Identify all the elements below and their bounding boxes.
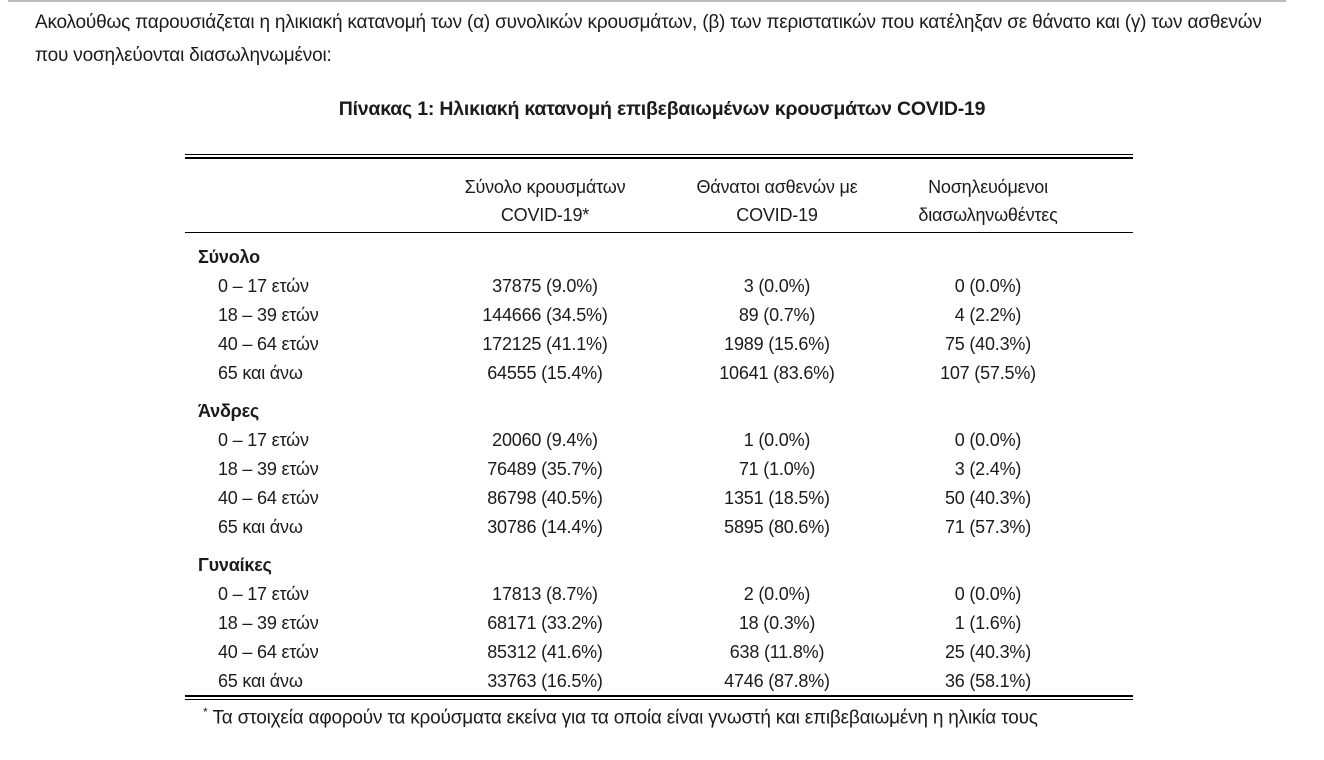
table-row: 65 και άνω 64555 (15.4%) 10641 (83.6%) 1… [185, 358, 1133, 387]
intubated-cell: 0 (0.0%) [954, 275, 1022, 296]
table-row: 0 – 17 ετών 20060 (9.4%) 1 (0.0%) 0 (0.0… [185, 425, 1133, 454]
table-top-rule-thick [185, 157, 1133, 159]
age-group-cell: 40 – 64 ετών [218, 641, 319, 662]
covid-age-table-container: Σύνολο κρουσμάτων COVID-19* Θάνατοι ασθε… [185, 154, 1133, 700]
intubated-cell: 1 (1.6%) [954, 612, 1022, 633]
page-top-edge [8, 0, 1286, 2]
intubated-cell: 3 (2.4%) [954, 458, 1022, 479]
intubated-cell: 0 (0.0%) [954, 429, 1022, 450]
table-row: 40 – 64 ετών 172125 (41.1%) 1989 (15.6%)… [185, 329, 1133, 358]
table-row: 18 – 39 ετών 144666 (34.5%) 89 (0.7%) 4 … [185, 300, 1133, 329]
table-row: 65 και άνω 33763 (16.5%) 4746 (87.8%) 36… [185, 666, 1133, 695]
deaths-cell: 1989 (15.6%) [724, 333, 830, 354]
intubated-cell: 4 (2.2%) [954, 304, 1022, 325]
cases-cell: 86798 (40.5%) [487, 487, 603, 508]
table-footnote: * Τα στοιχεία αφορούν τα κρούσματα εκείνα… [203, 705, 1324, 729]
intubated-cell: 107 (57.5%) [940, 362, 1036, 383]
deaths-cell: 2 (0.0%) [743, 583, 811, 604]
column-header-line: Σύνολο κρουσμάτων [464, 177, 626, 197]
deaths-cell: 10641 (83.6%) [719, 362, 835, 383]
deaths-cell: 5895 (80.6%) [724, 516, 830, 537]
age-group-cell: 65 και άνω [218, 362, 303, 383]
deaths-cell: 1351 (18.5%) [724, 487, 830, 508]
table-row: 65 και άνω 30786 (14.4%) 5895 (80.6%) 71… [185, 512, 1133, 541]
table-row: 18 – 39 ετών 76489 (35.7%) 71 (1.0%) 3 (… [185, 454, 1133, 483]
deaths-cell: 638 (11.8%) [729, 641, 825, 662]
age-group-cell: 65 και άνω [218, 516, 303, 537]
section-label: Γυναίκες [198, 555, 272, 575]
age-group-cell: 18 – 39 ετών [218, 304, 319, 325]
intubated-cell: 75 (40.3%) [944, 333, 1032, 354]
cases-cell: 144666 (34.5%) [482, 304, 608, 325]
deaths-cell: 3 (0.0%) [743, 275, 811, 296]
column-header-intubated: Νοσηλευόμενοι διασωληνωθέντες [893, 159, 1133, 233]
intubated-cell: 50 (40.3%) [944, 487, 1032, 508]
section-row-women: Γυναίκες [185, 541, 1133, 579]
section-row-total: Σύνολο [185, 233, 1133, 272]
intubated-cell: 25 (40.3%) [944, 641, 1032, 662]
column-header-line: COVID-19 [736, 205, 818, 225]
age-group-cell: 40 – 64 ετών [218, 333, 319, 354]
age-group-cell: 65 και άνω [218, 670, 303, 691]
column-header-deaths: Θάνατοι ασθενών με COVID-19 [661, 159, 893, 233]
cases-cell: 64555 (15.4%) [487, 362, 603, 383]
column-header-line: COVID-19* [500, 205, 590, 225]
age-group-cell: 18 – 39 ετών [218, 612, 319, 633]
column-header-total-cases: Σύνολο κρουσμάτων COVID-19* [429, 159, 661, 233]
cases-cell: 33763 (16.5%) [487, 670, 603, 691]
table-title: Πίνακας 1: Ηλικιακή κατανομή επιβεβαιωμέ… [338, 98, 986, 120]
column-header-empty [185, 159, 429, 233]
deaths-cell: 4746 (87.8%) [724, 670, 830, 691]
intro-paragraph: Ακολούθως παρουσιάζεται η ηλικιακή καταν… [35, 12, 1262, 66]
cases-cell: 17813 (8.7%) [492, 583, 598, 604]
table-row: 40 – 64 ετών 86798 (40.5%) 1351 (18.5%) … [185, 483, 1133, 512]
deaths-cell: 18 (0.3%) [738, 612, 816, 633]
cases-cell: 20060 (9.4%) [492, 429, 598, 450]
table-row: 40 – 64 ετών 85312 (41.6%) 638 (11.8%) 2… [185, 637, 1133, 666]
deaths-cell: 89 (0.7%) [738, 304, 816, 325]
age-group-cell: 0 – 17 ετών [218, 583, 309, 604]
table-bottom-rule-thick [185, 695, 1133, 697]
table-bottom-rule-thin [185, 699, 1133, 700]
cases-cell: 37875 (9.0%) [492, 275, 598, 296]
footnote-asterisk: * [203, 705, 208, 719]
covid-age-table: Σύνολο κρουσμάτων COVID-19* Θάνατοι ασθε… [185, 159, 1133, 695]
section-label: Σύνολο [198, 247, 260, 267]
age-group-cell: 0 – 17 ετών [218, 429, 309, 450]
age-group-cell: 40 – 64 ετών [218, 487, 319, 508]
footnote-text: Τα στοιχεία αφορούν τα κρούσματα εκείνα … [212, 707, 1038, 729]
intubated-cell: 0 (0.0%) [954, 583, 1022, 604]
cases-cell: 76489 (35.7%) [487, 458, 603, 479]
deaths-cell: 71 (1.0%) [738, 458, 816, 479]
table-top-rule-thin [185, 154, 1133, 155]
table-row: 0 – 17 ετών 37875 (9.0%) 3 (0.0%) 0 (0.0… [185, 271, 1133, 300]
column-header-line: Νοσηλευόμενοι [928, 177, 1048, 197]
age-group-cell: 0 – 17 ετών [218, 275, 309, 296]
table-row: 18 – 39 ετών 68171 (33.2%) 18 (0.3%) 1 (… [185, 608, 1133, 637]
intubated-cell: 71 (57.3%) [944, 516, 1032, 537]
table-header: Σύνολο κρουσμάτων COVID-19* Θάνατοι ασθε… [185, 159, 1133, 233]
column-header-line: Θάνατοι ασθενών με [696, 177, 858, 197]
age-group-cell: 18 – 39 ετών [218, 458, 319, 479]
section-label: Άνδρες [198, 401, 260, 421]
column-header-line: διασωληνωθέντες [918, 205, 1058, 225]
section-row-men: Άνδρες [185, 387, 1133, 425]
cases-cell: 68171 (33.2%) [487, 612, 603, 633]
cases-cell: 172125 (41.1%) [482, 333, 608, 354]
cases-cell: 85312 (41.6%) [487, 641, 603, 662]
cases-cell: 30786 (14.4%) [487, 516, 603, 537]
deaths-cell: 1 (0.0%) [743, 429, 811, 450]
table-row: 0 – 17 ετών 17813 (8.7%) 2 (0.0%) 0 (0.0… [185, 579, 1133, 608]
intubated-cell: 36 (58.1%) [944, 670, 1032, 691]
